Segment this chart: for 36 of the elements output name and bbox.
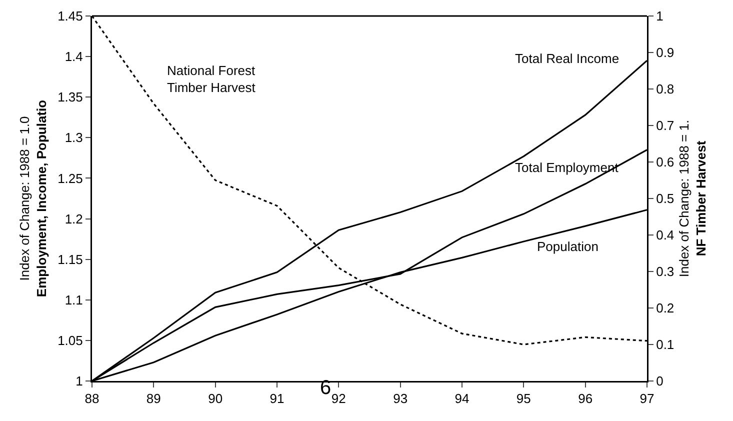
x-tick-label: 93 <box>393 391 408 406</box>
y-tick-label: 1.2 <box>64 211 83 226</box>
y-tick-label: 1.35 <box>58 90 83 105</box>
y-tick-label: 1 <box>76 374 83 389</box>
y2-tick-label: 0.2 <box>656 300 674 316</box>
y-tick-label: 1.1 <box>64 292 83 308</box>
y2-tick-label: 0.8 <box>656 82 674 97</box>
y2-tick-label: 0.6 <box>656 154 674 170</box>
y2-tick-label: 0.4 <box>656 228 674 243</box>
y2-tick-label: 0.3 <box>656 264 674 280</box>
y-tick-label: 1.45 <box>58 8 83 24</box>
y-tick-label: 1.15 <box>58 252 83 267</box>
y-tick-label: 1.4 <box>64 49 83 64</box>
x-tick-label: 88 <box>84 391 100 406</box>
x-tick-label: 91 <box>270 391 284 406</box>
y2-tick-label: 0.7 <box>656 118 674 134</box>
x-tick-label: 92 <box>331 391 346 406</box>
x-tick-label: 89 <box>146 391 161 406</box>
y-tick-label: 1.25 <box>58 170 83 186</box>
y2-tick-label: 0.1 <box>656 337 674 352</box>
y-axis-title: Index of Change: 1988 = 1.0 Employment, Income, Populatio <box>16 100 49 298</box>
y2-axis-title: Index of Change: 1988 = 1. NF Timber Harvest <box>676 120 708 278</box>
y2-tick-label: 1 <box>656 8 664 24</box>
x-tick-label: 96 <box>578 391 593 406</box>
x-tick-label: 95 <box>516 391 531 406</box>
x-tick-label: 94 <box>454 391 470 406</box>
x-tick-label: 90 <box>208 391 223 406</box>
y-tick-label: 1.05 <box>58 332 83 348</box>
series-label: Total Real Income <box>515 51 620 66</box>
y2-tick-label: 0 <box>656 374 664 389</box>
y2-tick-label: 0.9 <box>656 45 674 60</box>
y-tick-label: 1.3 <box>64 130 83 146</box>
y2-tick-label: 0.5 <box>656 191 674 206</box>
series-label: National Forest Timber Harvest <box>167 63 256 95</box>
x-tick-label: 97 <box>640 391 654 406</box>
series-label: Population <box>537 239 598 254</box>
